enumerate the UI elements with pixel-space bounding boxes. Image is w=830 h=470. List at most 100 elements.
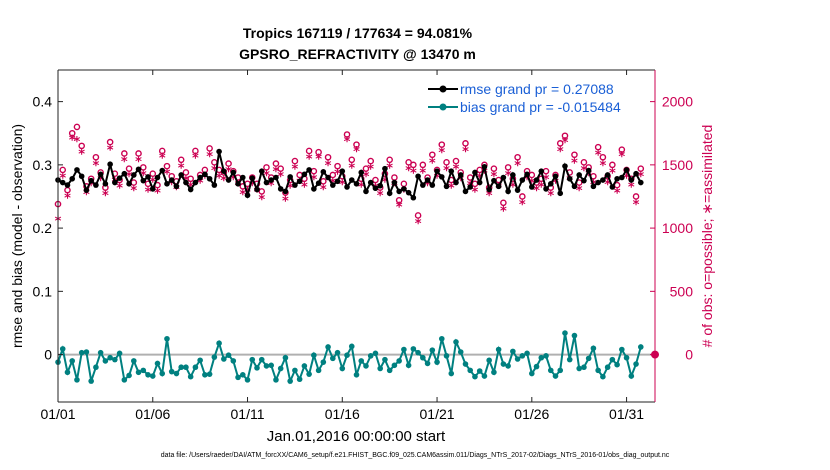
obs-possible-point [68,129,76,137]
obs-assimilated-point: * [239,188,246,203]
obs-possible-point [272,160,280,167]
bias-point [244,377,251,383]
obs-assimilated-point: * [220,174,227,189]
bias-point [401,346,407,353]
bias-point [585,355,592,362]
obs-possible-point [206,145,213,152]
obs-assimilated-point: * [130,184,137,199]
rmse-point [306,167,312,173]
obs-possible-point [372,176,379,184]
legend-bias-marker [439,103,447,111]
legend-rmse-marker [439,85,447,93]
rmse-point [282,188,289,195]
bias-point [339,365,346,372]
obs-possible-point [334,162,341,170]
obs-possible-point [443,159,450,166]
rmse-point [97,171,104,178]
y2-tick-label: 2000 [662,94,693,110]
obs-assimilated-point: * [254,185,261,200]
obs-assimilated-point: * [637,170,644,185]
rmse-point [64,182,71,188]
bias-point [576,365,582,372]
bias-point [510,348,516,355]
obs-assimilated-point: * [92,159,99,174]
y2-tick-label: 0 [685,347,693,363]
bias-point [221,356,227,362]
bias-point [301,363,308,369]
obs-possible-point [637,165,645,172]
bias-point [391,362,398,369]
rmse-point [495,183,502,190]
rmse-point [358,169,365,176]
legend: rmse grand pr = 0.27088 bias grand pr = … [424,76,650,118]
obs-assimilated-point: * [547,189,554,204]
obs-possible-point [121,150,128,157]
bias-point [353,372,360,378]
rmse-point [538,168,545,174]
y2-tick-label: 500 [670,283,694,299]
obs-assimilated-point: * [282,194,289,209]
bias-point [202,372,208,378]
bias-point [614,361,620,368]
bias-point [173,370,180,377]
obs-assimilated-point: * [291,163,298,178]
obs-assimilated-point: * [571,156,578,171]
rmse-point [500,174,507,181]
bias-point [97,349,104,356]
bias-point [131,358,137,364]
bias-point [396,358,402,364]
rmse-point [424,177,431,183]
bias-point [116,350,123,357]
obs-assimilated-point: * [306,153,313,168]
rmse-point [221,168,227,174]
bias-point [372,350,379,357]
bias-point [112,356,118,363]
x-tick-label: 01/06 [135,406,170,422]
obs-possible-point [410,161,417,169]
obs-possible-point [348,156,356,164]
bias-point [344,352,350,359]
obs-possible-point [429,151,436,159]
rmse-point [59,179,66,186]
rmse-point [183,179,189,186]
rmse-point [415,173,421,180]
rmse-point [462,188,469,195]
bias-point [547,367,554,374]
obs-possible-point [580,159,588,166]
bias-point [505,363,511,369]
rmse-point [202,171,208,178]
obs-assimilated-point: * [69,134,76,149]
rmse-point [287,174,293,180]
obs-possible-point [320,177,327,185]
rmse-point [614,175,620,182]
rmse-point [149,186,156,192]
bias-point [443,353,450,359]
obs-possible-point [367,157,375,165]
obs-assimilated-point: * [339,178,346,193]
bias-point [472,373,478,380]
obs-assimilated-point: * [391,179,398,194]
obs-assimilated-point: * [216,172,223,187]
obs-assimilated-point: * [192,151,199,166]
x-tick-label: 01/26 [514,406,549,422]
bias-point [609,356,616,363]
rmse-point [216,148,222,155]
obs-assimilated-point: * [405,164,412,179]
rmse-point [443,183,450,190]
bias-point [386,367,393,374]
bias-point [249,356,256,363]
obs-assimilated-point: * [457,174,464,189]
bias-point [533,363,540,370]
rmse-point [192,179,199,186]
obs-assimilated-point: * [519,198,526,213]
rmse-point [353,181,360,187]
rmse-point [457,172,464,178]
rmse-point [486,186,492,193]
x-tick-label: 01/11 [231,406,265,422]
rmse-point [315,180,322,186]
bias-point [107,354,113,361]
rmse-point [292,182,298,188]
rmse-point [93,182,99,188]
bias-point [619,346,625,353]
x-tick-label: 01/21 [420,406,455,422]
